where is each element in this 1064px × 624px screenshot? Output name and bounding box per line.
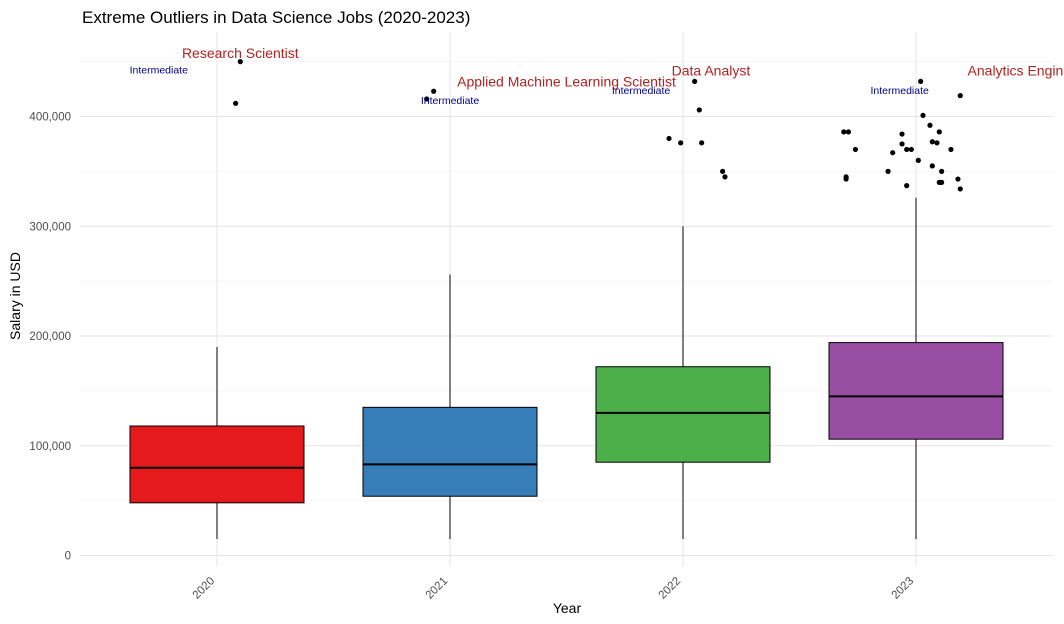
outlier-point [899,131,905,137]
box-2022 [595,226,771,540]
outlier-point [233,100,239,106]
outlier-point [890,150,896,156]
box-2021 [362,274,538,540]
outlier-point [920,112,926,119]
outlier-point [955,176,961,182]
y-axis-title: Salary in USD [7,252,23,340]
x-tick-label: 2022 [657,575,684,602]
outlier-point [843,176,849,182]
job-title-label: Analytics Engineer [968,62,1064,78]
outlier-layer [233,59,963,192]
experience-level-label: Intermediate [130,64,189,76]
outlier-point [918,78,924,84]
y-tick-label: 0 [65,551,71,563]
box-layer [129,197,1004,540]
outlier-point [699,140,705,146]
x-axis-title: Year [553,600,582,616]
outlier-point [841,129,847,135]
outlier-point [666,135,672,142]
x-tick-label: 2023 [890,575,917,602]
outlier-point [927,122,933,128]
outlier-point [431,88,437,94]
outlier-point [908,146,914,153]
y-tick-label: 400,000 [29,112,71,124]
x-tick-label: 2020 [191,575,218,602]
outlier-point [696,107,702,113]
axis-layer: 0 100,000 200,000 300,000 400,000 2020 2021 202… [29,112,916,602]
x-tick-label: 2021 [424,575,451,602]
outlier-point [948,146,954,153]
outlier-point [678,140,684,146]
outlier-point [904,183,910,189]
outlier-point [939,168,945,174]
outlier-point [929,139,935,145]
outlier-point [885,168,891,174]
outlier-point [899,141,905,147]
outlier-point [852,146,859,153]
box-body [362,406,538,497]
outlier-point [929,163,935,169]
outlier-point [904,146,910,153]
experience-level-label: Intermediate [871,85,930,97]
outlier-point [939,179,945,185]
outlier-point [936,129,942,135]
experience-level-label: Intermediate [612,85,671,97]
job-title-label: Data Analyst [672,62,751,78]
y-tick-label: 200,000 [29,331,71,343]
outlier-point [934,140,940,146]
box-body [828,342,1004,440]
outlier-point [722,174,728,180]
box-2020 [129,346,305,540]
box-body [595,366,771,463]
job-title-label: Research Scientist [182,45,299,61]
outlier-point [957,186,963,192]
chart-title: Extreme Outliers in Data Science Jobs (2… [82,8,470,27]
job-title-label: Applied Machine Learning Scientist [457,73,676,89]
experience-level-label: Intermediate [421,95,480,107]
outlier-point [424,96,430,102]
y-tick-label: 100,000 [29,441,71,453]
outlier-point [845,129,852,135]
box-2023 [828,197,1004,540]
y-tick-label: 300,000 [29,221,71,233]
outlier-point [237,59,243,65]
outlier-point [915,157,921,163]
outlier-point [720,168,726,174]
outlier-point [692,78,698,84]
outlier-point [957,93,963,99]
box-body [129,425,305,504]
